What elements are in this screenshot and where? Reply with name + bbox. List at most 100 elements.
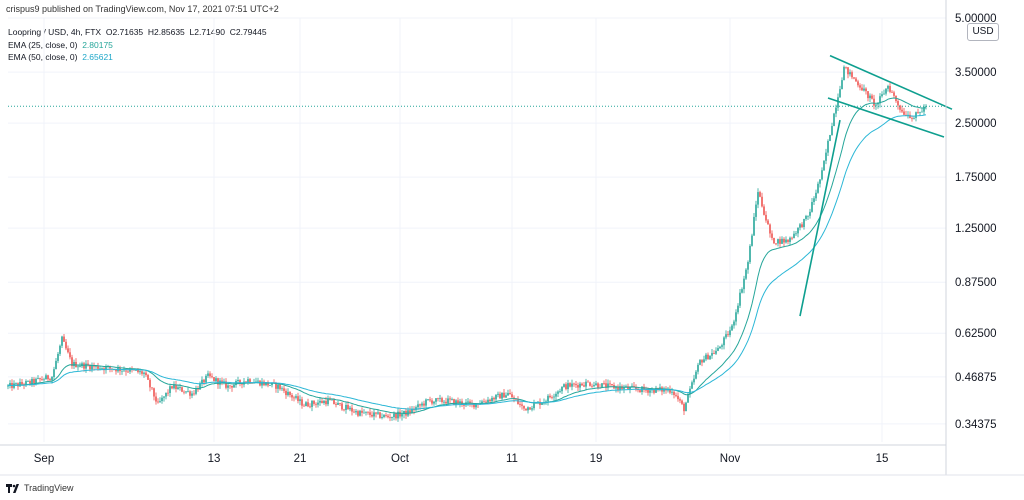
candle-body: [747, 262, 749, 270]
candle-body: [827, 140, 829, 153]
close-label: C: [229, 27, 236, 37]
candle-body: [593, 385, 595, 387]
candle-body: [527, 407, 529, 411]
candle-body: [261, 381, 263, 386]
candle: [445, 397, 447, 405]
candle-body: [675, 394, 677, 396]
candle: [385, 412, 387, 418]
candle-body: [115, 369, 117, 372]
trendlines-layer[interactable]: [799, 54, 953, 317]
candle-body: [363, 412, 365, 414]
candle-body: [183, 391, 185, 393]
candle: [741, 287, 743, 294]
candle: [847, 67, 849, 79]
candle-body: [835, 107, 837, 114]
candle-body: [755, 204, 757, 217]
candle-body: [631, 385, 633, 387]
x-tick-label: 15: [876, 453, 889, 465]
candle-body: [679, 399, 681, 401]
candle: [547, 394, 549, 406]
candle: [319, 397, 321, 406]
candle: [303, 403, 305, 407]
candle: [307, 398, 309, 408]
candle-body: [27, 381, 29, 382]
candle-body: [907, 114, 909, 116]
candle-body: [293, 397, 295, 399]
candle: [149, 378, 151, 392]
candle-body: [469, 401, 471, 403]
candle: [369, 408, 371, 418]
candle: [231, 385, 233, 392]
candle: [851, 70, 853, 80]
candle-body: [155, 396, 157, 402]
symbol-label: Loopring / USD, 4h, FTX: [8, 27, 102, 37]
candle: [607, 379, 609, 391]
candle-body: [565, 384, 567, 390]
candle: [799, 222, 801, 231]
candle: [437, 397, 439, 402]
candle-body: [441, 398, 443, 403]
candle-body: [367, 411, 369, 413]
candle: [917, 108, 919, 114]
candle-body: [861, 87, 863, 91]
candle-body: [195, 388, 197, 394]
candle-body: [141, 371, 143, 374]
candle-body: [211, 376, 213, 378]
candle: [279, 384, 281, 391]
candle-body: [449, 398, 451, 400]
candle-body: [439, 398, 441, 399]
candle-body: [911, 118, 913, 119]
candle-body: [751, 235, 753, 246]
candle-body: [677, 395, 679, 400]
candle-body: [777, 239, 779, 244]
candle-body: [217, 378, 219, 385]
symbol-legend-row[interactable]: Loopring / USD, 4h, FTX O2.71635 H2.8563…: [8, 26, 267, 39]
candle: [753, 213, 755, 236]
candle-body: [493, 397, 495, 400]
candle: [151, 387, 153, 391]
candle: [223, 378, 225, 385]
ema50-legend-row[interactable]: EMA (50, close, 0) 2.65621: [8, 51, 267, 64]
candle: [627, 383, 629, 390]
candle-body: [797, 227, 799, 234]
candle: [703, 355, 705, 363]
candle-body: [597, 383, 599, 388]
candle-body: [731, 325, 733, 331]
candle: [593, 381, 595, 388]
candle-body: [163, 396, 165, 398]
support-line-trendline: [799, 119, 841, 317]
candle: [823, 160, 825, 172]
candle: [857, 79, 859, 88]
candle: [609, 380, 611, 388]
candle: [363, 409, 365, 414]
candle: [603, 380, 605, 386]
candle-body: [349, 407, 351, 410]
candle: [817, 181, 819, 194]
candle: [639, 390, 641, 393]
candle-body: [739, 292, 741, 306]
ema25-legend-row[interactable]: EMA (25, close, 0) 2.80175: [8, 39, 267, 52]
candle-body: [341, 403, 343, 410]
candle: [367, 411, 369, 415]
candle: [227, 383, 229, 392]
grid-layer: [8, 17, 946, 442]
candle-body: [401, 414, 403, 417]
candle-body: [177, 387, 179, 389]
candle: [909, 111, 911, 119]
candle-body: [53, 369, 55, 377]
candle-body: [859, 85, 861, 88]
candle: [833, 112, 835, 127]
candle: [93, 362, 95, 371]
candle-body: [411, 409, 413, 413]
x-tick-label: 21: [294, 453, 307, 465]
candle: [775, 242, 777, 246]
candle: [357, 409, 359, 418]
candle: [207, 370, 209, 378]
candle-body: [397, 411, 399, 419]
currency-badge[interactable]: USD: [967, 23, 999, 41]
candle-body: [855, 78, 857, 82]
candle-body: [575, 384, 577, 386]
candle: [147, 373, 149, 380]
candle-body: [585, 381, 587, 387]
